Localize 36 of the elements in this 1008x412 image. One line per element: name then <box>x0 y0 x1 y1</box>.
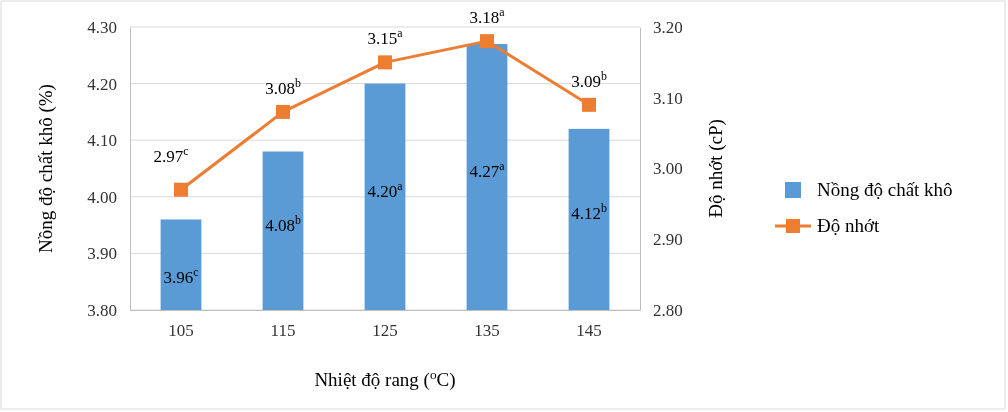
x-tick-label: 105 <box>168 321 194 341</box>
point <box>378 55 392 70</box>
data-label: 4.27$^{a}$ <box>469 158 506 181</box>
point <box>582 97 596 112</box>
y2-tick-label: 3.20 <box>653 17 683 37</box>
legend-label: Độ nhớt <box>817 215 881 236</box>
y-tick-label: 3.90 <box>87 244 117 264</box>
y2-tick-label: 2.80 <box>653 300 683 320</box>
data-label: 2.97$^{c}$ <box>153 143 189 166</box>
x-tick-label: 115 <box>270 321 296 341</box>
y-tick-label: 3.80 <box>87 300 117 320</box>
data-label: 4.12$^{b}$ <box>571 201 607 224</box>
data-label: 4.20$^{a}$ <box>367 178 404 201</box>
x-axis-title: Nhiệt độ rang ($^{o}$C) <box>314 366 456 391</box>
data-label: 3.18$^{a}$ <box>469 5 506 28</box>
y-axis-title: Nồng độ chất khô (%) <box>35 84 57 253</box>
y-tick-label: 4.10 <box>87 131 117 151</box>
x-tick-label: 135 <box>474 321 500 341</box>
data-label: 4.08$^{b}$ <box>265 212 301 235</box>
legend-label: Nồng độ chất khô <box>817 179 953 200</box>
y2-tick-label: 2.90 <box>653 230 683 250</box>
point <box>174 182 188 197</box>
data-label: 3.09$^{b}$ <box>571 68 607 91</box>
data-label: 3.08$^{b}$ <box>265 75 301 98</box>
data-label: 3.96$^{c}$ <box>163 264 199 287</box>
y2-tick-label: 3.10 <box>653 88 683 108</box>
y-tick-label: 4.30 <box>87 17 117 37</box>
y-tick-label: 4.00 <box>87 187 117 207</box>
x-tick-label: 125 <box>372 321 398 341</box>
y-tick-label: 4.20 <box>87 74 117 94</box>
point <box>276 104 290 119</box>
y2-axis-title: Độ nhớt (cP) <box>705 119 727 218</box>
point <box>480 34 494 49</box>
x-tick-label: 145 <box>576 321 602 341</box>
y2-tick-label: 3.00 <box>653 159 683 179</box>
data-label: 3.15$^{a}$ <box>367 26 404 49</box>
